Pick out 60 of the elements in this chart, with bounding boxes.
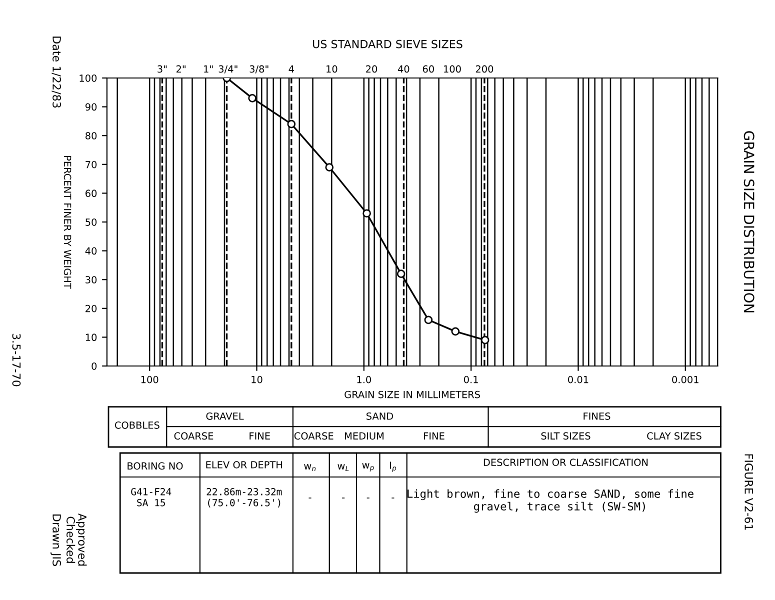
y-tick-label: 60 xyxy=(86,190,97,198)
text: Approved xyxy=(76,513,87,566)
y-tick-label: 40 xyxy=(85,247,97,255)
text: 1" xyxy=(204,65,213,73)
text: 100 xyxy=(444,65,461,73)
text: FINE xyxy=(424,432,444,440)
x-tick-label: 1.0 xyxy=(357,376,371,384)
text: w$_{L}$ xyxy=(338,464,349,472)
x-tick-label: 0.1 xyxy=(464,376,478,384)
y-tick-label: 10 xyxy=(86,334,97,342)
text: 3.5-17-70 xyxy=(12,334,21,386)
text: 4 xyxy=(288,65,294,73)
text: 10 xyxy=(326,65,338,73)
text: SILT SIZES xyxy=(541,432,590,440)
x-tick-label: 0.01 xyxy=(568,376,588,384)
text: FINES xyxy=(584,412,610,420)
text: 3/4" xyxy=(218,65,238,74)
text: 22.86m-23.32m (75.0'-76.5') xyxy=(206,488,282,508)
text: COBBLES xyxy=(114,421,160,429)
text: w$_{n}$ xyxy=(304,464,316,472)
y-tick-label: 20 xyxy=(86,304,97,312)
y-tick-label: 30 xyxy=(86,276,97,284)
text: I$_{p}$ xyxy=(390,462,396,472)
text: Drawn JIS xyxy=(50,514,61,566)
text: 200 xyxy=(476,65,494,73)
text: Light brown, fine to coarse SAND, some fine gravel, trace silt (SW-SM) xyxy=(408,489,694,513)
text: COARSE xyxy=(174,432,214,440)
x-tick-label: 100 xyxy=(141,376,158,384)
y-tick-label: 0 xyxy=(92,362,97,370)
text: DESCRIPTION OR CLASSIFICATION xyxy=(484,458,648,466)
text: BORING NO xyxy=(128,462,183,470)
text: w$_{p}$ xyxy=(362,463,374,472)
text: 3" xyxy=(158,65,167,73)
text: GRAIN SIZE DISTRIBUTION xyxy=(744,131,754,312)
text: 40 xyxy=(398,65,410,73)
x-tick-label: 0.001 xyxy=(672,376,698,384)
text: COARSE xyxy=(294,432,334,440)
y-tick-label: 50 xyxy=(86,218,97,226)
text: FINE xyxy=(250,432,270,440)
text: 3/8" xyxy=(250,65,268,74)
text: CLAY SIZES xyxy=(647,432,702,440)
text: SAND xyxy=(366,412,394,420)
text: US STANDARD SIEVE SIZES xyxy=(313,40,462,48)
text: GRAVEL xyxy=(206,412,244,420)
x-axis-title: GRAIN SIZE IN MILLIMETERS xyxy=(344,390,480,398)
text: Checked xyxy=(66,516,76,563)
y-tick-label: 70 xyxy=(86,160,97,168)
text: 2" xyxy=(176,65,186,73)
text: G41-F24 SA 15 xyxy=(131,488,172,506)
caption: FIGURE V2-61 xyxy=(744,454,754,530)
y-tick-label: 100 xyxy=(80,74,97,82)
x-tick-label: 10 xyxy=(252,376,262,384)
y-tick-label: 90 xyxy=(85,103,97,111)
y-tick-label: 80 xyxy=(86,132,97,140)
text: Date 1/22/83 xyxy=(52,36,61,108)
text: MEDIUM xyxy=(345,432,384,440)
y-axis-title: PERCENT FINER BY WEIGHT xyxy=(64,156,72,289)
text: 20 xyxy=(366,65,378,73)
text: ELEV OR DEPTH xyxy=(206,461,282,468)
text: 60 xyxy=(422,65,434,73)
